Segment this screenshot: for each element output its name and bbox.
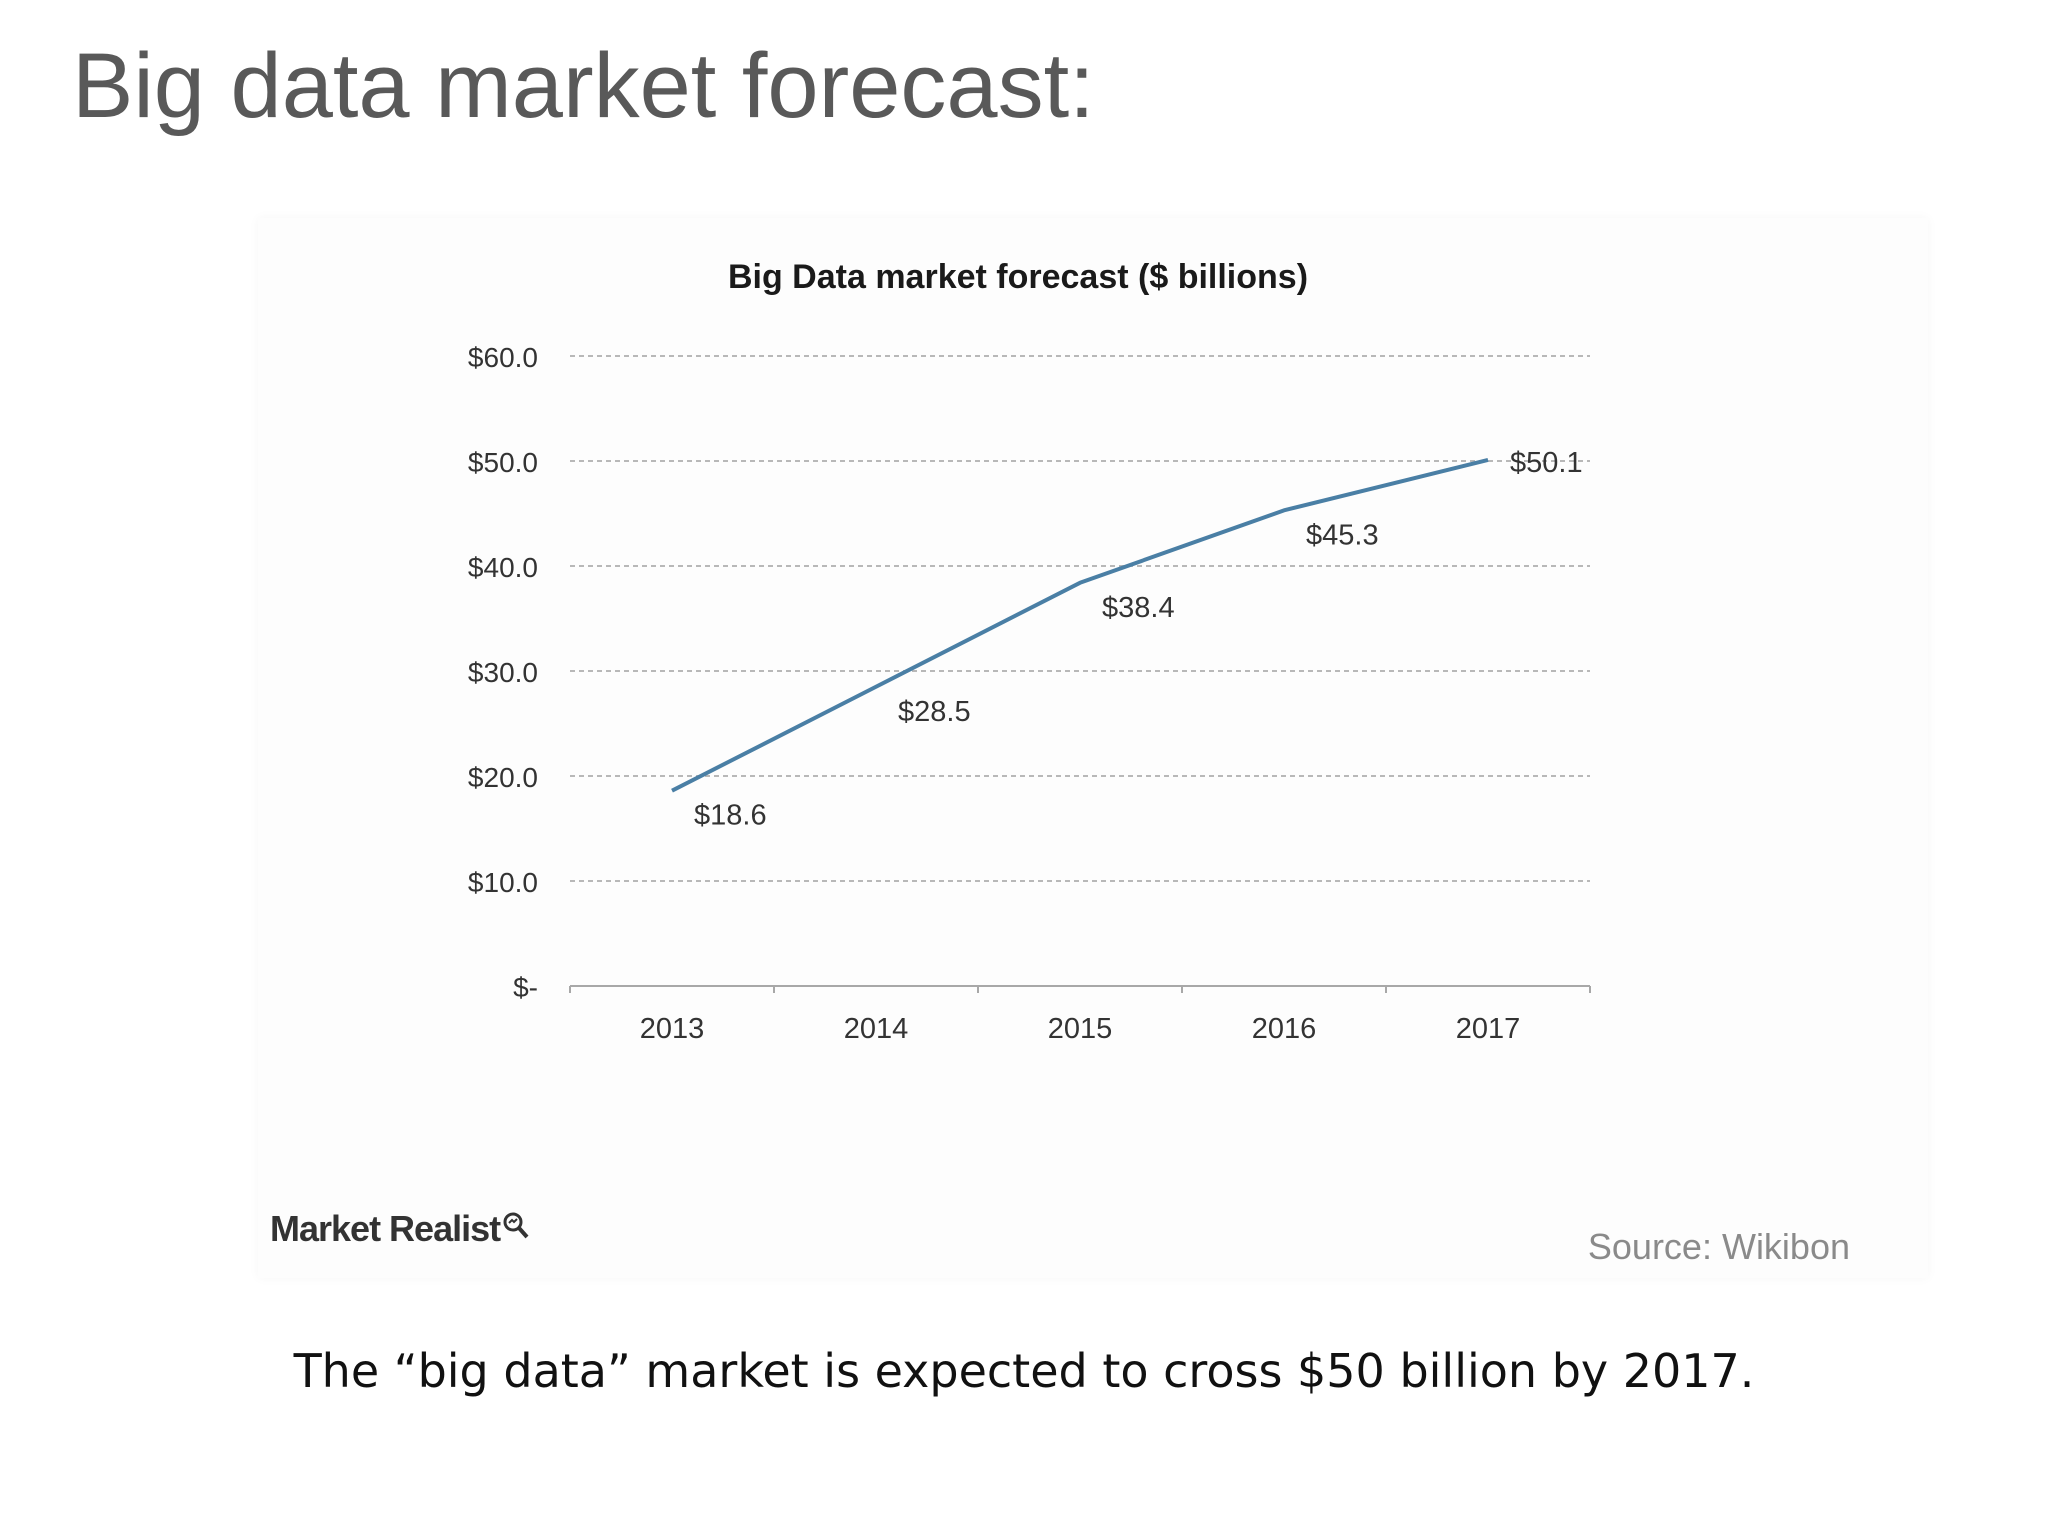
brand-logo: Market Realist: [270, 1208, 530, 1250]
data-label: $28.5: [898, 696, 971, 728]
line-chart: Big Data market forecast ($ billions) $-…: [468, 258, 1591, 1045]
gridlines: [570, 355, 1590, 882]
y-tick-label: $-: [513, 972, 538, 1003]
x-tick-label: 2017: [1456, 1013, 1521, 1045]
x-tick-labels: 2013 2014 2015 2016 2017: [640, 1013, 1521, 1045]
series-line: [671, 458, 1489, 793]
x-tick-label: 2016: [1252, 1013, 1317, 1045]
y-tick-label: $50.0: [468, 447, 538, 478]
slide-caption: The “big data” market is expected to cro…: [293, 1344, 1755, 1398]
y-tick-label: $30.0: [468, 657, 538, 688]
y-tick-label: $40.0: [468, 552, 538, 583]
brand-name: Market Realist: [270, 1208, 501, 1249]
data-label: $18.6: [694, 800, 767, 832]
chart-panel: Big Data market forecast ($ billions) $-…: [258, 218, 1928, 1278]
x-tick-label: 2013: [640, 1013, 705, 1045]
data-labels: $18.6 $28.5 $38.4 $45.3 $50.1: [694, 447, 1583, 832]
source-credit: Source: Wikibon: [1587, 1226, 1850, 1267]
x-axis: [569, 985, 1591, 993]
data-label: $38.4: [1102, 592, 1175, 624]
slide-title: Big data market forecast:: [72, 35, 1095, 137]
y-tick-label: $60.0: [468, 342, 538, 373]
chart-title: Big Data market forecast ($ billions): [728, 258, 1308, 296]
data-label: $45.3: [1306, 519, 1379, 551]
magnifier-icon: [502, 1208, 530, 1250]
y-tick-labels: $- $10.0 $20.0 $30.0 $40.0 $50.0 $60.0: [468, 342, 538, 1003]
data-label: $50.1: [1510, 447, 1583, 479]
y-tick-label: $20.0: [468, 762, 538, 793]
x-tick-label: 2015: [1048, 1013, 1113, 1045]
y-tick-label: $10.0: [468, 867, 538, 898]
series-line-group: [671, 458, 1489, 793]
x-tick-label: 2014: [844, 1013, 909, 1045]
